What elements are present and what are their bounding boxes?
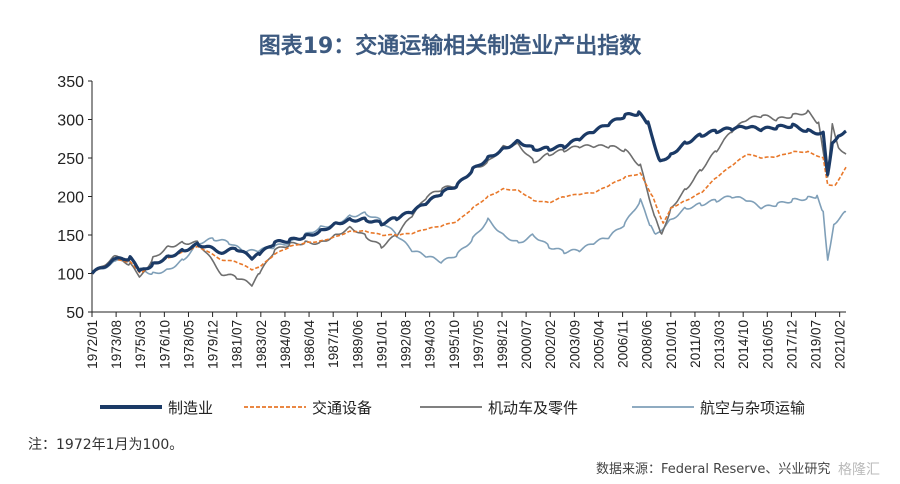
x-tick-label: 1978/05 bbox=[181, 320, 196, 369]
x-tick-label: 2000/07 bbox=[519, 320, 534, 369]
x-tick-label: 1997/05 bbox=[471, 320, 486, 369]
legend-label: 机动车及零件 bbox=[488, 399, 578, 417]
y-tick-label: 350 bbox=[57, 74, 84, 91]
x-tick-label: 1981/07 bbox=[230, 320, 245, 369]
x-tick-label: 1983/02 bbox=[254, 320, 269, 369]
chart-note: 注：1972年1月为100。 bbox=[28, 437, 184, 453]
x-tick-label: 2003/09 bbox=[567, 320, 582, 369]
x-tick-label: 2021/02 bbox=[833, 320, 848, 369]
x-tick-label: 2017/12 bbox=[784, 320, 799, 369]
x-tick-label: 2005/04 bbox=[591, 320, 606, 369]
x-tick-label: 1972/01 bbox=[85, 320, 100, 369]
x-tick-label: 1975/03 bbox=[133, 320, 148, 369]
y-tick-label: 300 bbox=[57, 113, 84, 130]
x-tick-label: 2019/07 bbox=[809, 320, 824, 369]
x-tick-label: 1998/12 bbox=[495, 320, 510, 369]
x-tick-label: 2011/08 bbox=[688, 320, 703, 368]
y-tick-label: 200 bbox=[57, 190, 84, 207]
legend-label: 交通设备 bbox=[312, 399, 372, 417]
x-tick-label: 1991/01 bbox=[374, 320, 389, 369]
x-tick-label: 1973/08 bbox=[109, 320, 124, 369]
legend-label: 航空与杂项运输 bbox=[700, 399, 805, 417]
legend-label: 制造业 bbox=[168, 399, 213, 417]
chart-source: 数据来源：Federal Reserve、兴业研究 bbox=[596, 462, 831, 477]
x-tick-label: 1979/12 bbox=[206, 320, 221, 369]
x-tick-label: 2006/11 bbox=[616, 320, 631, 368]
x-tick-label: 2016/05 bbox=[760, 320, 775, 369]
x-tick-label: 1987/11 bbox=[326, 320, 341, 368]
y-tick-label: 100 bbox=[57, 267, 84, 284]
chart-title: 图表19：交通运输相关制造业产出指数 bbox=[258, 34, 642, 59]
x-tick-label: 1986/04 bbox=[302, 320, 317, 369]
series-line-1 bbox=[91, 150, 847, 275]
x-tick-label: 1994/03 bbox=[423, 320, 438, 369]
x-tick-label: 2013/03 bbox=[712, 320, 727, 369]
y-tick-label: 250 bbox=[57, 151, 84, 168]
series-line-3 bbox=[91, 194, 847, 275]
y-tick-label: 150 bbox=[57, 228, 84, 245]
x-tick-label: 1984/09 bbox=[278, 320, 293, 369]
x-tick-label: 2008/06 bbox=[640, 320, 655, 369]
x-tick-label: 2002/02 bbox=[543, 320, 558, 369]
x-tick-label: 1995/10 bbox=[447, 320, 462, 369]
x-tick-label: 1976/10 bbox=[157, 320, 172, 369]
x-tick-label: 2014/10 bbox=[736, 320, 751, 369]
x-tick-label: 1989/06 bbox=[350, 320, 365, 369]
x-tick-label: 1992/08 bbox=[399, 320, 414, 369]
watermark: 格隆汇 bbox=[838, 462, 880, 478]
x-tick-label: 2010/01 bbox=[664, 320, 679, 369]
y-tick-label: 50 bbox=[66, 305, 84, 322]
series-line-0 bbox=[90, 110, 847, 275]
